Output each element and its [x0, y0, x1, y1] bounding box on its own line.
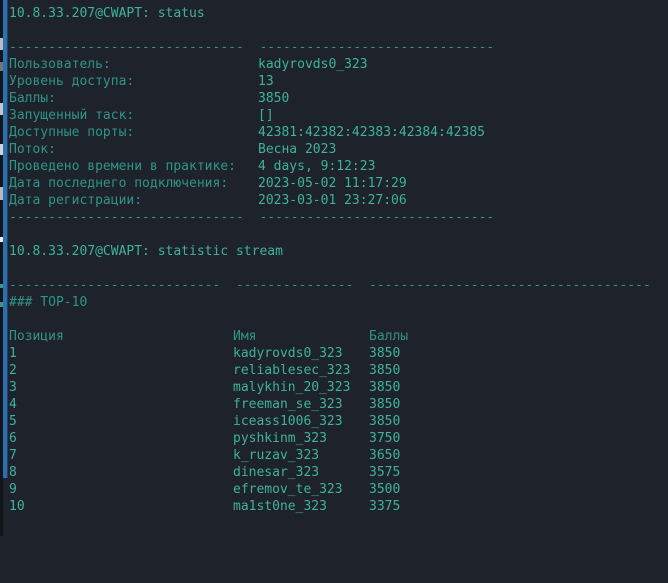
status-row: Пользователь: kadyrovds0_323	[9, 56, 668, 73]
gutter-icon-fragment	[0, 62, 3, 71]
gutter-icon-fragment	[0, 302, 3, 307]
gutter-icon-fragment	[0, 144, 3, 155]
cell-position: 2	[9, 363, 17, 378]
column-header-position: Позиция	[9, 329, 64, 344]
gutter-icon-fragment	[0, 284, 3, 288]
cell-position: 3	[9, 380, 17, 395]
scrollbar-thumb[interactable]	[3, 0, 8, 478]
gutter-icon-fragment	[0, 103, 3, 115]
field-label: Проведено времени в практике:	[9, 159, 236, 174]
table-header: Позиция Имя Баллы	[9, 328, 668, 345]
table-row: 10 ma1st0ne_323 3375	[9, 498, 668, 515]
cell-name: pyshkinm_323	[233, 431, 327, 446]
cell-points: 3650	[369, 448, 401, 463]
status-row: Проведено времени в практике: 4 days, 9:…	[9, 158, 668, 175]
cell-points: 3575	[369, 465, 401, 480]
terminal-output: 10.8.33.207@CWAPT: status --------------…	[9, 5, 668, 536]
field-label: Дата последнего подключения:	[9, 176, 229, 191]
cell-points: 3850	[369, 346, 401, 361]
field-value: Весна 2023	[258, 142, 337, 157]
cell-name: iceass1006_323	[233, 414, 343, 429]
top10-heading: ### TOP-10	[9, 295, 88, 310]
cell-points: 3750	[369, 431, 401, 446]
field-label: Баллы:	[9, 91, 56, 106]
cell-name: k_ruzav_323	[233, 448, 320, 463]
field-value: 2023-03-01 23:27:06	[258, 193, 407, 208]
cell-position: 1	[9, 346, 17, 361]
status-row: Доступные порты: 42381:42382:42383:42384…	[9, 124, 668, 141]
table-row: 4 freeman_se_323 3850	[9, 396, 668, 413]
cell-position: 5	[9, 414, 17, 429]
field-label: Дата регистрации:	[9, 193, 143, 208]
cell-points: 3850	[369, 397, 401, 412]
status-row: Дата регистрации: 2023-03-01 23:27:06	[9, 192, 668, 209]
cell-points: 3850	[369, 414, 401, 429]
cell-name: reliablesec_323	[233, 363, 351, 378]
field-value: kadyrovds0_323	[258, 57, 368, 72]
field-label: Уровень доступа:	[9, 74, 135, 89]
status-row: Уровень доступа: 13	[9, 73, 668, 90]
cell-name: efremov_te_323	[233, 482, 343, 497]
left-gutter	[0, 0, 3, 536]
cell-name: kadyrovds0_323	[233, 346, 343, 361]
separator-line: ------------------------------ ---------…	[9, 210, 495, 225]
cell-position: 8	[9, 465, 17, 480]
cell-points: 3500	[369, 482, 401, 497]
cell-name: dinesar_323	[233, 465, 320, 480]
command-line-stream: 10.8.33.207@CWAPT: statistic stream	[9, 244, 283, 259]
column-header-name: Имя	[233, 329, 257, 344]
table-row: 2 reliablesec_323 3850	[9, 362, 668, 379]
cell-position: 6	[9, 431, 17, 446]
status-row: Баллы: 3850	[9, 90, 668, 107]
table-row: 9 efremov_te_323 3500	[9, 481, 668, 498]
cell-name: ma1st0ne_323	[233, 499, 327, 514]
cell-points: 3850	[369, 380, 401, 395]
field-label: Доступные порты:	[9, 125, 135, 140]
cell-name: malykhin_20_323	[233, 380, 351, 395]
status-row: Запущенный таск: []	[9, 107, 668, 124]
status-row: Дата последнего подключения: 2023-05-02 …	[9, 175, 668, 192]
column-header-points: Баллы	[369, 329, 409, 344]
field-value: 3850	[258, 91, 290, 106]
field-value: 4 days, 9:12:23	[258, 159, 376, 174]
command-line-status: 10.8.33.207@CWAPT: status	[9, 6, 205, 21]
gutter-icon-fragment	[0, 187, 3, 200]
field-value: 13	[258, 74, 274, 89]
cell-points: 3850	[369, 363, 401, 378]
table-row: 5 iceass1006_323 3850	[9, 413, 668, 430]
field-value: 42381:42382:42383:42384:42385	[258, 125, 485, 140]
cell-name: freeman_se_323	[233, 397, 343, 412]
table-row: 7 k_ruzav_323 3650	[9, 447, 668, 464]
cell-position: 4	[9, 397, 17, 412]
separator-line: --------------------------- ------------…	[9, 278, 651, 293]
table-row: 1 kadyrovds0_323 3850	[9, 345, 668, 362]
field-value: 2023-05-02 11:17:29	[258, 176, 407, 191]
field-label: Запущенный таск:	[9, 108, 135, 123]
field-label: Пользователь:	[9, 57, 111, 72]
cell-position: 9	[9, 482, 17, 497]
gutter-icon-fragment	[0, 38, 3, 50]
table-row: 6 pyshkinm_323 3750	[9, 430, 668, 447]
table-row: 3 malykhin_20_323 3850	[9, 379, 668, 396]
field-value: []	[258, 108, 274, 123]
table-row: 8 dinesar_323 3575	[9, 464, 668, 481]
gutter-icon-fragment	[0, 237, 3, 242]
field-label: Поток:	[9, 142, 56, 157]
status-row: Поток: Весна 2023	[9, 141, 668, 158]
cell-points: 3375	[369, 499, 401, 514]
cell-position: 10	[9, 499, 25, 514]
separator-line: ------------------------------ ---------…	[9, 40, 495, 55]
cell-position: 7	[9, 448, 17, 463]
